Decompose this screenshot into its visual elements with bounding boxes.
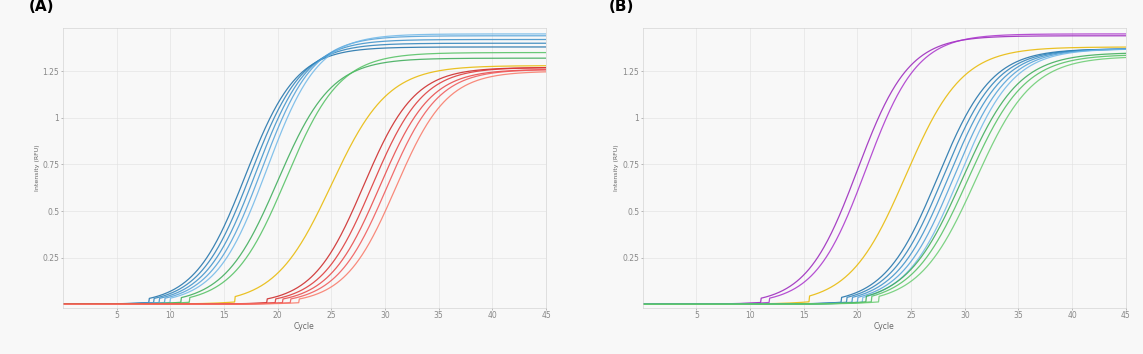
X-axis label: Cycle: Cycle [874,322,895,331]
Y-axis label: Intensity (RFU): Intensity (RFU) [34,145,40,192]
Text: (A): (A) [29,0,55,14]
X-axis label: Cycle: Cycle [294,322,314,331]
Y-axis label: Intensity (RFU): Intensity (RFU) [615,145,620,192]
Text: (B): (B) [609,0,634,14]
